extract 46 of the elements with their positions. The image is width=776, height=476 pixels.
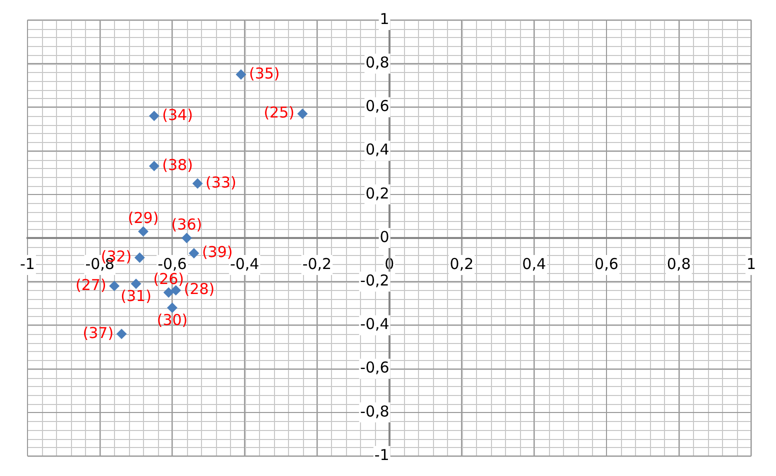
point (131, 278, 142, 289)
point (167, 302, 178, 313)
y-tick-label: 0,6 (365, 97, 390, 116)
annotation: (31) (120, 287, 152, 306)
annotation: (25) (264, 104, 295, 122)
point (116, 328, 127, 339)
y-tick-label: 0 (380, 228, 390, 246)
annotation: (34) (162, 106, 193, 124)
point (164, 288, 174, 298)
y-tick-label: -0,8 (360, 402, 390, 420)
annotation: (30) (156, 311, 188, 330)
point (182, 233, 192, 243)
x-tick-label: 0,2 (450, 254, 474, 273)
point (134, 252, 145, 263)
x-tick-label: 0,8 (666, 254, 691, 273)
point (149, 110, 160, 121)
annotation: (37) (82, 324, 114, 342)
x-tick-label: -0,6 (158, 254, 187, 273)
point (170, 285, 181, 296)
annotation: (27) (76, 276, 106, 294)
annotation: (38) (162, 156, 193, 174)
y-tick-label: 0,8 (365, 53, 390, 72)
x-tick-label: -1 (20, 254, 35, 273)
annotation: (33) (206, 173, 236, 192)
point (188, 248, 199, 258)
point (138, 226, 148, 236)
y-tick-label: -0,2 (360, 271, 390, 290)
point (149, 161, 160, 172)
y-tick-label: 0,4 (365, 140, 390, 159)
annotation: (29) (128, 208, 159, 227)
annotation: (36) (171, 215, 202, 234)
y-tick-label: -0,4 (360, 315, 390, 334)
point (192, 178, 203, 188)
x-tick-label: 0,6 (594, 254, 618, 273)
x-tick-label: 1 (746, 254, 756, 273)
point (236, 70, 246, 80)
y-tick-label: 0,2 (365, 184, 390, 202)
point (298, 108, 308, 119)
x-tick-label: -0,2 (302, 254, 332, 273)
y-tick-label: 1 (380, 10, 390, 28)
y-tick-label: -1 (374, 446, 390, 464)
point (109, 280, 120, 291)
annotation: (35) (248, 64, 280, 82)
x-tick-label: 0,4 (522, 254, 546, 273)
annotation: (28) (184, 280, 215, 298)
y-tick-label: -0,6 (360, 358, 390, 377)
